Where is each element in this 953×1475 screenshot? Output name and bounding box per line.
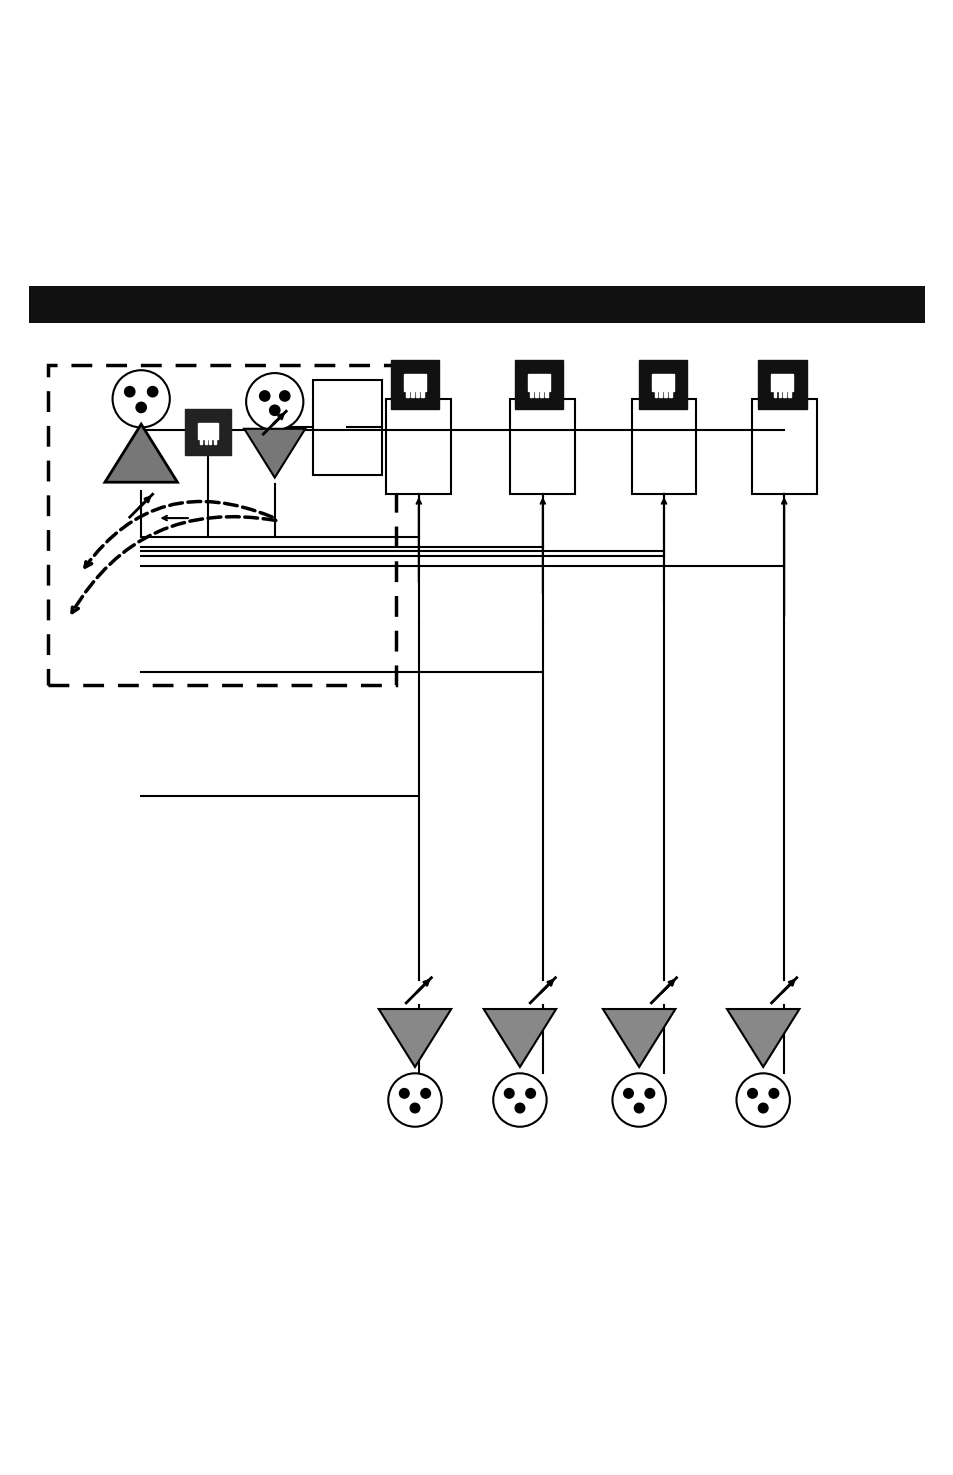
Bar: [197, 423, 218, 438]
Bar: [544, 391, 547, 397]
Polygon shape: [726, 1009, 799, 1066]
Bar: [209, 438, 212, 444]
Bar: [773, 391, 776, 397]
Bar: [535, 391, 537, 397]
Bar: [416, 391, 418, 397]
Bar: [420, 391, 423, 397]
Circle shape: [136, 403, 146, 413]
Circle shape: [125, 386, 134, 397]
Circle shape: [420, 1089, 430, 1099]
Bar: [514, 360, 562, 409]
Bar: [185, 410, 231, 456]
Bar: [751, 398, 816, 494]
Bar: [391, 360, 438, 409]
Circle shape: [768, 1089, 778, 1099]
Polygon shape: [244, 429, 305, 478]
Circle shape: [623, 1089, 633, 1099]
Bar: [778, 391, 781, 397]
Bar: [663, 391, 666, 397]
Circle shape: [399, 1089, 409, 1099]
Circle shape: [736, 1074, 789, 1127]
Bar: [48, 366, 395, 684]
Bar: [757, 360, 805, 409]
Circle shape: [279, 391, 290, 401]
Bar: [404, 375, 425, 391]
Bar: [638, 360, 686, 409]
Bar: [782, 391, 785, 397]
Circle shape: [747, 1089, 757, 1099]
Bar: [771, 375, 792, 391]
Circle shape: [612, 1074, 665, 1127]
Circle shape: [410, 1103, 419, 1112]
Bar: [204, 438, 207, 444]
Circle shape: [112, 370, 170, 428]
Circle shape: [246, 373, 303, 431]
Circle shape: [644, 1089, 654, 1099]
Circle shape: [634, 1103, 643, 1112]
Bar: [200, 438, 202, 444]
Bar: [668, 391, 671, 397]
Bar: [510, 398, 575, 494]
Bar: [213, 438, 215, 444]
Polygon shape: [602, 1009, 675, 1066]
Circle shape: [493, 1074, 546, 1127]
Bar: [659, 391, 661, 397]
Bar: [652, 375, 673, 391]
Bar: [313, 379, 381, 475]
Circle shape: [504, 1089, 514, 1099]
Polygon shape: [105, 425, 177, 482]
Circle shape: [515, 1103, 524, 1112]
Bar: [386, 398, 451, 494]
Bar: [530, 391, 533, 397]
Circle shape: [270, 406, 279, 416]
Bar: [29, 286, 924, 323]
Circle shape: [758, 1103, 767, 1112]
Bar: [539, 391, 542, 397]
Circle shape: [148, 386, 157, 397]
Circle shape: [259, 391, 270, 401]
Bar: [411, 391, 414, 397]
Bar: [631, 398, 696, 494]
Circle shape: [525, 1089, 535, 1099]
Bar: [406, 391, 409, 397]
Bar: [654, 391, 657, 397]
Polygon shape: [378, 1009, 451, 1066]
Polygon shape: [483, 1009, 556, 1066]
Circle shape: [388, 1074, 441, 1127]
Bar: [787, 391, 790, 397]
Bar: [528, 375, 549, 391]
